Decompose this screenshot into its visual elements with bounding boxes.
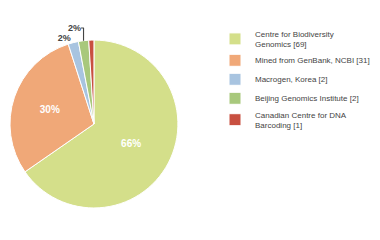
svg-text:Beijing Genomics Institute [2]: Beijing Genomics Institute [2]	[255, 94, 359, 103]
svg-text:30%: 30%	[40, 104, 60, 115]
svg-text:Centre for BiodiversityGenomic: Centre for BiodiversityGenomics [69]	[255, 30, 334, 49]
svg-text:66%: 66%	[121, 138, 141, 149]
svg-text:Macrogen, Korea [2]: Macrogen, Korea [2]	[255, 75, 327, 84]
svg-text:Canadian Centre for DNABarcodi: Canadian Centre for DNABarcoding [1]	[255, 111, 347, 130]
svg-text:Mined from GenBank, NCBI [31]: Mined from GenBank, NCBI [31]	[255, 56, 370, 65]
svg-text:2%: 2%	[68, 23, 81, 33]
svg-text:2%: 2%	[58, 33, 71, 43]
